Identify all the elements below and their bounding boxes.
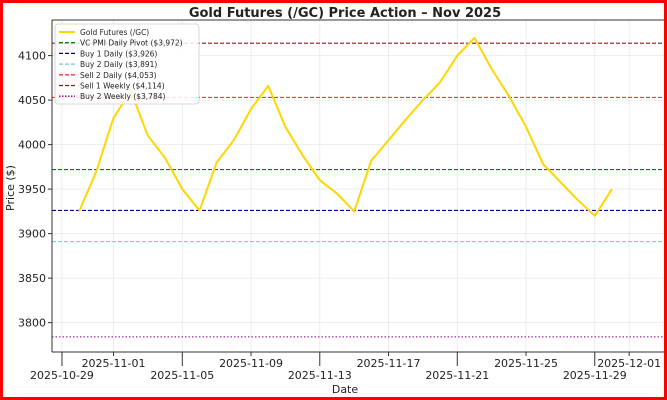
legend-label: Buy 1 Daily ($3,926) (80, 49, 157, 58)
legend-label: Sell 1 Weekly ($4,114) (80, 82, 165, 91)
y-tick-label: 3900 (18, 228, 46, 241)
x-tick-label: 2025-11-29 (563, 369, 627, 382)
legend: Gold Futures (/GC) VC PMI Daily Pivot ($3… (54, 23, 200, 105)
price-line (78, 36, 613, 217)
legend-label: VC PMI Daily Pivot ($3,972) (80, 39, 183, 48)
y-tick-label: 3950 (18, 183, 46, 196)
y-tick-label: 4100 (18, 50, 46, 63)
x-tick-label: 2025-11-05 (150, 369, 214, 382)
x-axis-label: Date (332, 383, 359, 396)
x-tick-label: 2025-11-09 (219, 357, 283, 370)
legend-label: Gold Futures (/GC) (80, 28, 149, 37)
x-tick-label: 2025-11-21 (425, 369, 489, 382)
y-axis-label: Price ($) (4, 165, 17, 211)
x-tick-label: 2025-12-01 (597, 357, 661, 370)
axes: 38003850390039504000405041002025-10-2920… (18, 19, 667, 382)
y-tick-label: 4000 (18, 139, 46, 152)
series-layer (78, 36, 613, 217)
y-tick-label: 4050 (18, 94, 46, 107)
x-tick-label: 2025-10-29 (30, 369, 94, 382)
x-tick-label: 2025-11-01 (82, 357, 146, 370)
x-tick-label: 2025-11-25 (494, 357, 558, 370)
x-tick-label: 2025-11-13 (288, 369, 352, 382)
chart-title: Gold Futures (/GC) Price Action – Nov 20… (189, 6, 501, 21)
legend-label: Buy 2 Daily ($3,891) (80, 60, 157, 69)
y-tick-label: 3850 (18, 272, 46, 285)
y-tick-label: 3800 (18, 317, 46, 330)
x-tick-label: 2025-11-17 (357, 357, 421, 370)
legend-label: Sell 2 Daily ($4,053) (80, 71, 157, 80)
legend-label: Buy 2 Weekly ($3,784) (80, 92, 166, 101)
legend-box (54, 23, 200, 105)
